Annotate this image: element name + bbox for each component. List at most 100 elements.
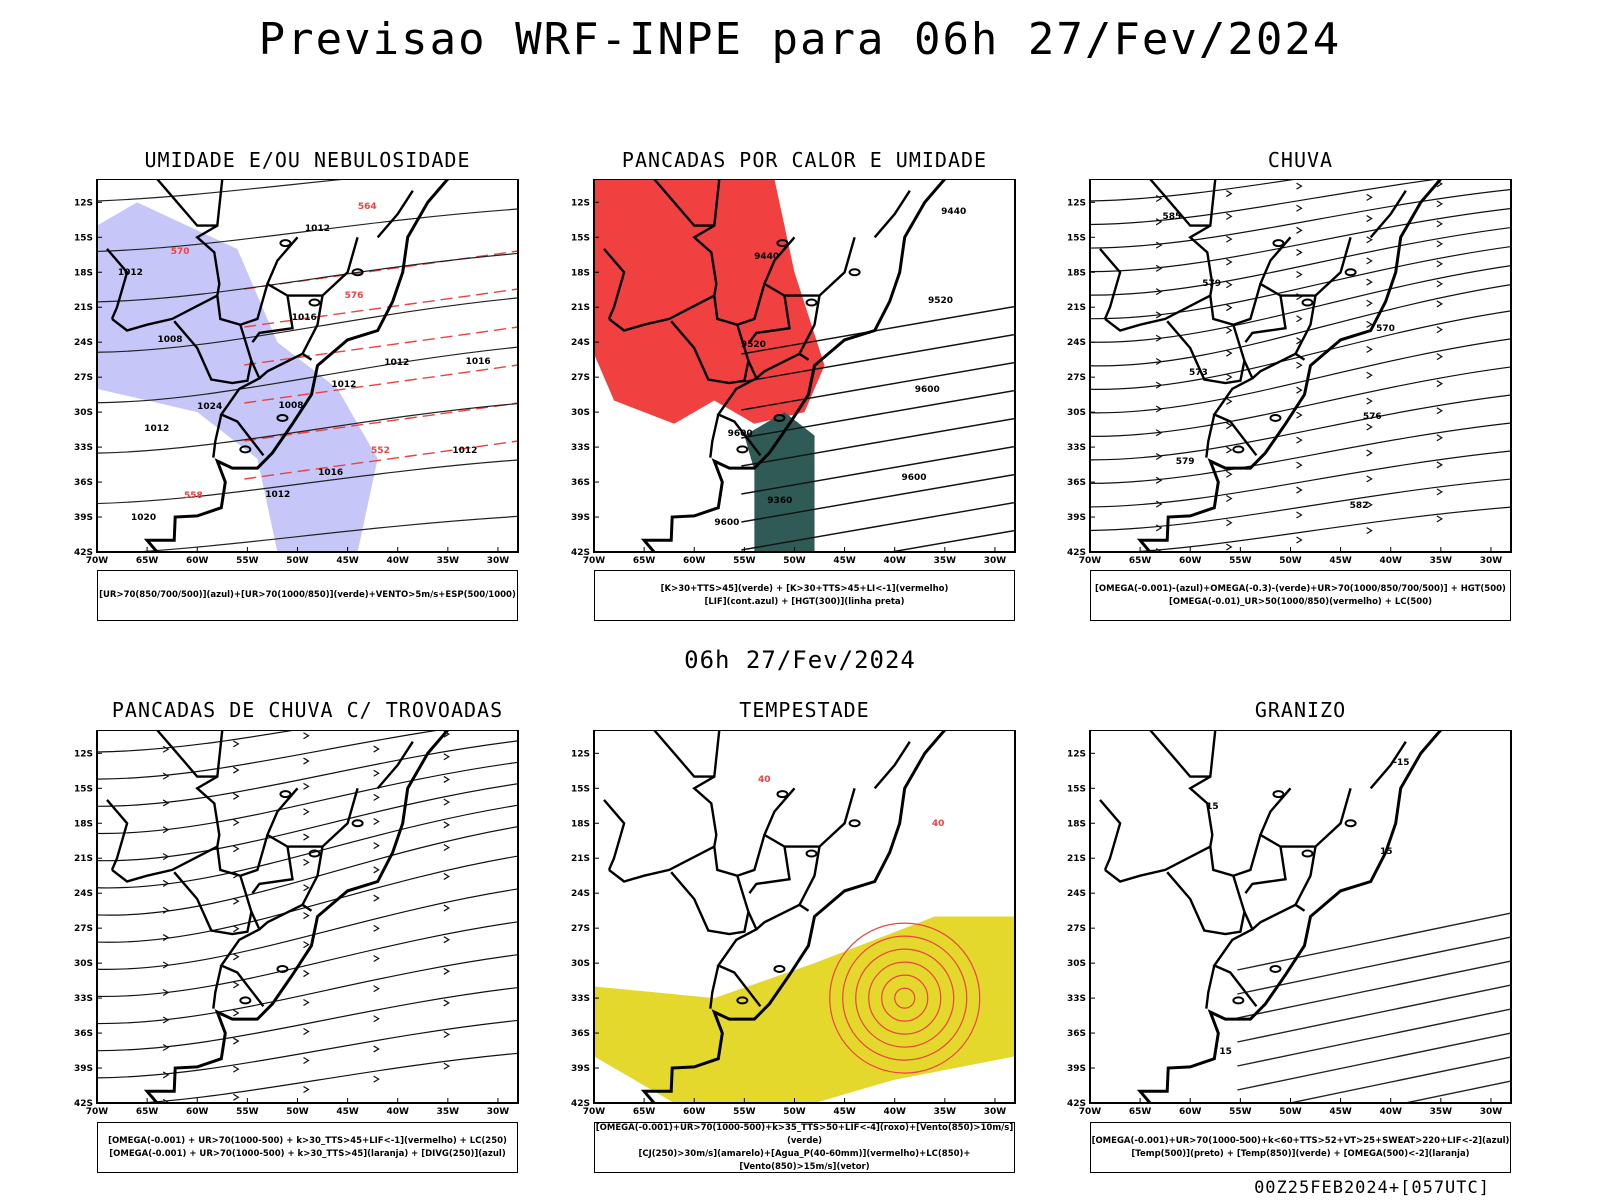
political-border bbox=[673, 201, 715, 227]
lat-tick-label: 15S bbox=[74, 784, 93, 794]
streamline-arrow bbox=[1155, 288, 1163, 296]
streamline-arrow bbox=[1366, 193, 1373, 201]
map-frame bbox=[96, 730, 519, 1104]
streamline-arrow bbox=[1366, 475, 1373, 483]
lat-tick-label: 18S bbox=[571, 819, 590, 829]
political-border bbox=[608, 179, 721, 332]
streamline-arrow bbox=[1296, 361, 1303, 369]
streamline-arrow bbox=[1226, 397, 1233, 405]
lake-outline bbox=[1272, 790, 1285, 799]
political-border bbox=[219, 911, 265, 1008]
lat-tick-label: 27S bbox=[571, 924, 590, 934]
political-border bbox=[1149, 730, 1172, 755]
lake-outline bbox=[279, 239, 292, 248]
political-border bbox=[212, 414, 223, 458]
streamline-arrow bbox=[373, 793, 380, 801]
streamline-arrow bbox=[233, 1065, 240, 1073]
lat-tick-label: 12S bbox=[1067, 749, 1086, 759]
lat-tick-label: 12S bbox=[571, 198, 590, 208]
wind-streamline bbox=[97, 252, 518, 303]
lc850-contour bbox=[868, 961, 942, 1035]
contour-label: 9600 bbox=[727, 429, 753, 440]
streamline-arrow bbox=[1296, 386, 1303, 394]
streamline-arrow bbox=[303, 1056, 310, 1064]
streamline-arrow bbox=[233, 819, 240, 827]
lon-tick-label: 55W bbox=[1229, 556, 1252, 566]
political-border bbox=[762, 787, 856, 848]
lon-tick-label: 35W bbox=[1430, 1107, 1453, 1117]
temp500-contour bbox=[1286, 1056, 1511, 1103]
streamline-arrow bbox=[443, 1062, 450, 1070]
hgt500-streamline bbox=[1090, 366, 1511, 437]
lake-outline bbox=[1269, 964, 1282, 973]
streamline-arrow bbox=[162, 1043, 170, 1051]
legend-line: [K>30+TTS>45](verde) + [K>30+TTS>45+LI<-… bbox=[660, 583, 949, 594]
lon-tick-label: 50W bbox=[286, 1107, 309, 1117]
lake-outline bbox=[776, 790, 789, 799]
contour-label: 1012 bbox=[452, 445, 478, 456]
lat-tick-label: 24S bbox=[571, 889, 590, 899]
lat-tick-label: 21S bbox=[1067, 303, 1086, 313]
streamline-arrow bbox=[443, 904, 450, 912]
legend-line: [OMEGA(-0.001)+UR>70(1000-500)+k<60+TTS>… bbox=[1091, 1135, 1510, 1146]
wind-streamline bbox=[97, 402, 518, 454]
lon-tick-label: 45W bbox=[1329, 1107, 1352, 1117]
streamline-arrow bbox=[233, 925, 240, 933]
streamline-arrow bbox=[303, 1085, 310, 1093]
political-border bbox=[1166, 295, 1246, 385]
political-border bbox=[873, 190, 911, 239]
streamline-arrow bbox=[233, 766, 240, 774]
lon-tick-label: 60W bbox=[1179, 1107, 1202, 1117]
map-frame bbox=[593, 730, 1016, 1104]
contour-label: 1016 bbox=[318, 468, 344, 479]
lon-tick-label: 55W bbox=[733, 1107, 756, 1117]
lat-tick-label: 42S bbox=[74, 548, 93, 558]
streamline-arrow bbox=[303, 732, 310, 740]
streamline-arrow bbox=[1436, 461, 1443, 469]
streamline-arrow bbox=[1366, 371, 1373, 379]
lon-tick-label: 55W bbox=[733, 556, 756, 566]
hgt500-streamline bbox=[1090, 179, 1443, 226]
temp500-contour bbox=[1402, 1080, 1511, 1103]
lc850-contour bbox=[881, 974, 929, 1022]
streamline-arrow bbox=[162, 826, 170, 834]
streamline-arrow bbox=[303, 833, 310, 841]
political-border bbox=[873, 741, 911, 790]
lon-tick-label: 40W bbox=[386, 1107, 409, 1117]
legend-line: [Temp(500)](preto) + [Temp(850)](verde) … bbox=[1131, 1148, 1470, 1159]
lat-tick-label: 30S bbox=[1067, 959, 1086, 969]
lat-tick-label: 21S bbox=[74, 854, 93, 864]
lat-tick-label: 24S bbox=[74, 889, 93, 899]
coastline bbox=[1136, 179, 1442, 552]
lon-tick-label: 65W bbox=[1129, 556, 1152, 566]
lake-outline bbox=[1232, 445, 1245, 454]
lc850-contour bbox=[842, 935, 968, 1061]
streamline-arrow bbox=[1155, 381, 1163, 389]
coastline bbox=[640, 730, 946, 1103]
contour-label: 9440 bbox=[754, 251, 780, 262]
contour-label: 9520 bbox=[740, 340, 766, 351]
lon-tick-label: 30W bbox=[487, 556, 510, 566]
hgt500-streamline bbox=[1090, 265, 1511, 343]
lon-tick-label: 65W bbox=[633, 556, 656, 566]
lake-outline bbox=[1344, 268, 1357, 277]
political-border bbox=[156, 179, 179, 204]
contour-label: 1012 bbox=[144, 423, 170, 434]
lat-tick-label: 30S bbox=[1067, 408, 1086, 418]
streamline-arrow bbox=[1155, 405, 1163, 413]
streamline-arrow bbox=[1366, 299, 1373, 307]
streamline-arrow bbox=[233, 845, 240, 853]
lon-tick-label: 70W bbox=[1079, 556, 1102, 566]
streamline-arrow bbox=[1366, 501, 1373, 509]
political-border bbox=[156, 730, 179, 755]
lat-tick-label: 39S bbox=[1067, 1064, 1086, 1074]
contour-label: 1008 bbox=[157, 335, 183, 346]
humidity-shading bbox=[97, 202, 378, 552]
contour-label: -15 bbox=[1393, 757, 1410, 768]
streamline-arrow bbox=[1226, 258, 1233, 266]
political-border bbox=[653, 730, 676, 755]
political-border bbox=[251, 846, 294, 894]
lat-tick-label: 24S bbox=[571, 338, 590, 348]
lat-tick-label: 21S bbox=[571, 303, 590, 313]
